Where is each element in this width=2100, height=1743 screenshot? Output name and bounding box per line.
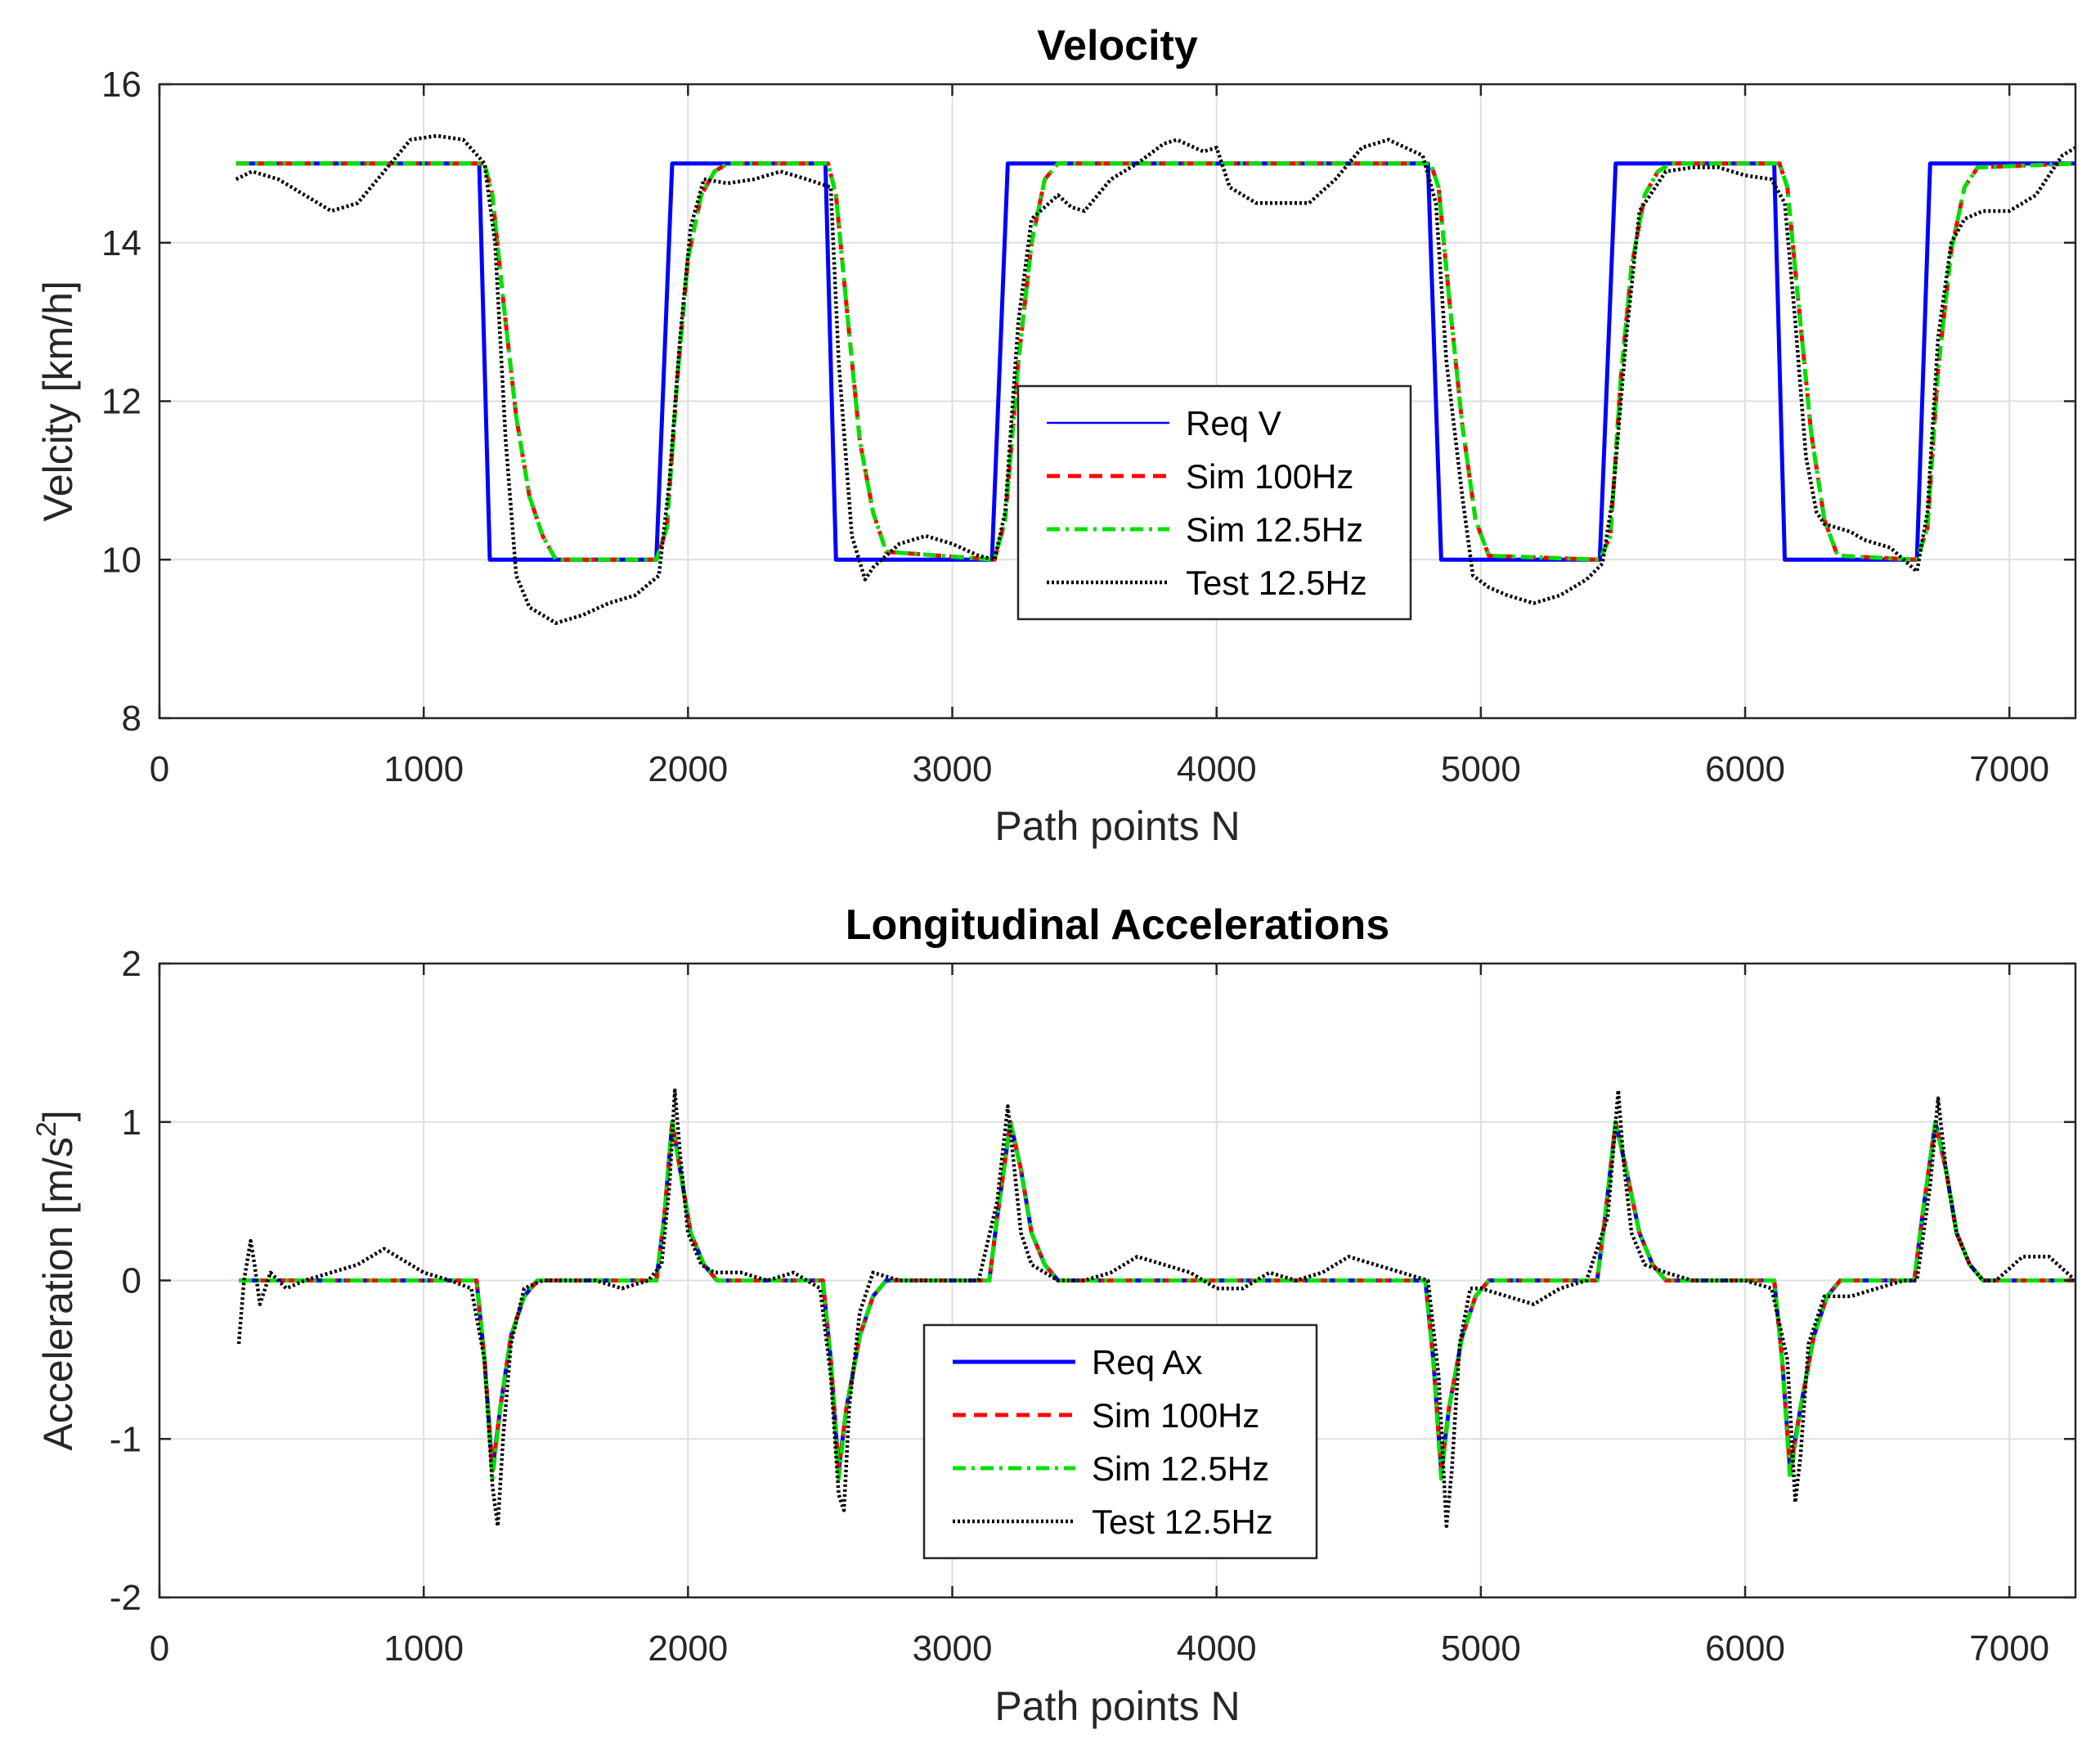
y-tick-label: 2 — [122, 944, 141, 984]
y-tick-label: -1 — [110, 1419, 141, 1459]
series-line-sim-12-5hz — [236, 161, 2075, 562]
x-tick-label: 7000 — [1969, 1628, 2049, 1669]
x-axis-label: Path points N — [994, 803, 1240, 849]
x-tick-label: 0 — [150, 1628, 169, 1669]
x-tick-label: 4000 — [1177, 1628, 1257, 1669]
legend-entry: Sim 100Hz — [1092, 1396, 1259, 1435]
chart-title: Longitudinal Accelerations — [846, 901, 1390, 949]
x-tick-label: 0 — [150, 749, 169, 789]
x-tick-label: 1000 — [384, 749, 464, 789]
series-line-test-12-5hz — [236, 1088, 2075, 1529]
series-group — [235, 133, 2075, 626]
series-line-sim-12-5hz — [239, 1120, 2075, 1481]
y-tick-label: 0 — [122, 1261, 141, 1301]
y-axis-label: Velcity [km/h] — [35, 281, 81, 522]
x-axis-label: Path points N — [994, 1683, 1240, 1729]
x-tick-label: 1000 — [384, 1628, 464, 1669]
x-tick-label: 2000 — [648, 1628, 728, 1669]
x-tick-label: 6000 — [1705, 1628, 1785, 1669]
y-tick-label: 8 — [122, 699, 141, 739]
acceleration-plot: 0 1000 2000 3000 4000 5000 6000 7000 -2 -1 0 1 2 Long… — [31, 901, 2077, 1729]
x-tick-label: 5000 — [1441, 749, 1521, 789]
y-tick-label: 1 — [122, 1103, 141, 1143]
x-tick-label: 5000 — [1441, 1628, 1521, 1669]
y-tick-label: 14 — [101, 223, 141, 263]
x-tick-label: 3000 — [913, 749, 993, 789]
x-tick-label: 3000 — [913, 1628, 993, 1669]
legend-entry: Req V — [1186, 404, 1281, 442]
y-tick-label: 10 — [101, 540, 141, 580]
legend-entry: Sim 100Hz — [1186, 457, 1353, 496]
x-tick-label: 6000 — [1705, 749, 1785, 789]
x-tick-label: 2000 — [648, 749, 728, 789]
velocity-plot: 0 1000 2000 3000 4000 5000 6000 7000 8 10 12 14 16 Ve… — [35, 22, 2077, 849]
y-axis-label: Acceleration [m/s2] — [31, 1110, 81, 1450]
legend-entry: Req Ax — [1092, 1343, 1202, 1381]
legend-box — [1016, 384, 1412, 621]
legend-entry: Sim 12.5Hz — [1092, 1449, 1269, 1488]
y-tick-label: 16 — [101, 65, 141, 105]
y-tick-label: 12 — [101, 382, 141, 422]
y-tick-label: -2 — [110, 1578, 141, 1618]
x-tick-label: 4000 — [1177, 749, 1257, 789]
legend-entry: Test 12.5Hz — [1092, 1503, 1273, 1541]
chart-title: Velocity — [1037, 22, 1198, 70]
x-tick-label: 7000 — [1969, 749, 2049, 789]
legend-entry: Sim 12.5Hz — [1186, 510, 1363, 549]
series-group — [236, 1088, 2075, 1529]
legend-entry: Test 12.5Hz — [1186, 564, 1367, 602]
